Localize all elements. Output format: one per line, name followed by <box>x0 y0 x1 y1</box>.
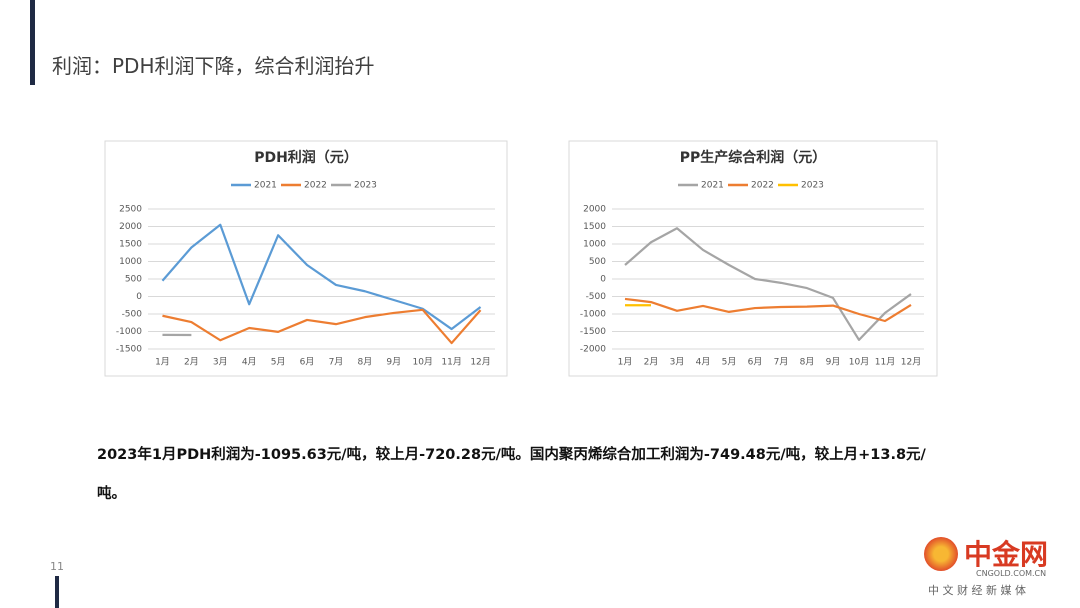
y-tick-label: 500 <box>589 257 606 267</box>
x-tick-label: 5月 <box>722 357 737 368</box>
x-tick-label: 3月 <box>213 357 228 368</box>
y-tick-label: 2000 <box>119 222 142 232</box>
y-tick-label: -500 <box>122 310 143 320</box>
x-tick-label: 2月 <box>644 357 659 368</box>
series-line <box>624 227 912 341</box>
x-tick-label: 12月 <box>470 357 490 368</box>
logo-domain: CNGOLD.COM.CN <box>976 569 1047 578</box>
page-number: 11 <box>50 560 64 573</box>
x-tick-label: 7月 <box>329 357 344 368</box>
x-tick-label: 8月 <box>358 357 373 368</box>
y-tick-label: 1500 <box>583 222 606 232</box>
x-tick-label: 6月 <box>748 357 763 368</box>
y-tick-label: 2500 <box>119 205 142 215</box>
logo: 中金网 CNGOLD.COM.CN 中 文 财 经 新 媒 体 <box>920 535 1080 605</box>
x-tick-label: 3月 <box>670 357 685 368</box>
y-tick-label: 1000 <box>583 240 606 250</box>
y-tick-label: -1500 <box>580 327 606 337</box>
y-tick-label: -1500 <box>116 345 142 355</box>
y-tick-label: 500 <box>125 275 142 285</box>
x-tick-label: 10月 <box>849 357 869 368</box>
y-tick-label: 2000 <box>583 205 606 215</box>
x-tick-label: 9月 <box>826 357 841 368</box>
body-text: 2023年1月PDH利润为-1095.63元/吨，较上月-720.28元/吨。国… <box>97 447 926 502</box>
x-tick-label: 11月 <box>875 357 895 368</box>
logo-name: 中金网 <box>964 538 1049 571</box>
chart-frame <box>568 140 938 377</box>
y-tick-label: 0 <box>136 292 142 302</box>
legend-label: 2022 <box>304 181 327 191</box>
y-tick-label: -500 <box>586 292 607 302</box>
legend-label: 2023 <box>354 181 377 191</box>
series-line <box>162 308 482 345</box>
accent-bar <box>30 0 35 85</box>
x-tick-label: 8月 <box>800 357 815 368</box>
y-tick-label: -1000 <box>116 327 142 337</box>
chart-title: PP生产综合利润（元） <box>680 149 827 166</box>
y-tick-label: -2000 <box>580 345 606 355</box>
y-tick-label: 0 <box>600 275 606 285</box>
charts: PDH利润（元） 2500 2000 1500 1000 500 0 -500 -1000 -15… <box>104 140 938 377</box>
x-tick-label: 4月 <box>696 357 711 368</box>
x-tick-label: 1月 <box>155 357 170 368</box>
y-tick-label: 1500 <box>119 240 142 250</box>
x-tick-label: 12月 <box>901 357 921 368</box>
x-tick-label: 11月 <box>441 357 461 368</box>
slide-title: 利润：PDH利润下降，综合利润抬升 <box>52 54 375 78</box>
logo-slogan: 中 文 财 经 新 媒 体 <box>928 584 1026 597</box>
x-tick-label: 2月 <box>184 357 199 368</box>
x-tick-label: 4月 <box>242 357 257 368</box>
x-tick-label: 6月 <box>300 357 315 368</box>
chart-title: PDH利润（元） <box>254 149 358 166</box>
legend-label: 2021 <box>254 181 277 191</box>
x-tick-label: 1月 <box>618 357 633 368</box>
x-tick-label: 10月 <box>412 357 432 368</box>
x-tick-label: 9月 <box>386 357 401 368</box>
legend-label: 2023 <box>801 181 824 191</box>
accent-bar <box>55 576 59 608</box>
series-line <box>161 223 482 331</box>
series-line <box>624 297 912 323</box>
legend-label: 2021 <box>701 181 724 191</box>
x-tick-label: 7月 <box>774 357 789 368</box>
chart-frame <box>104 140 508 377</box>
legend-label: 2022 <box>751 181 774 191</box>
logo-icon <box>924 537 958 571</box>
x-tick-label: 5月 <box>271 357 286 368</box>
y-tick-label: -1000 <box>580 310 606 320</box>
y-tick-label: 1000 <box>119 257 142 267</box>
